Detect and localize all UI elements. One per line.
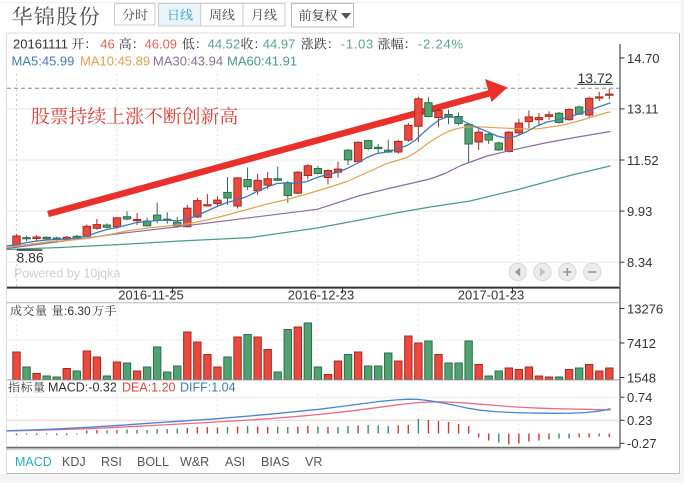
svg-text:44.52: 44.52 (208, 37, 241, 52)
svg-text:11.52: 11.52 (627, 153, 659, 168)
svg-text:W&R: W&R (180, 455, 209, 469)
svg-text::6.30: :6.30 (64, 304, 91, 318)
svg-text:MA5:45.99: MA5:45.99 (12, 54, 75, 69)
svg-text:KDJ: KDJ (62, 455, 86, 469)
svg-text:2016-11-25: 2016-11-25 (118, 288, 184, 303)
svg-text:MA60:41.91: MA60:41.91 (227, 54, 297, 69)
svg-text:RSI: RSI (101, 455, 122, 469)
svg-text:-1.03: -1.03 (341, 37, 374, 52)
svg-text:13276: 13276 (627, 301, 663, 316)
svg-text:Powered by 10jqka: Powered by 10jqka (14, 267, 120, 281)
svg-text:BIAS: BIAS (261, 455, 290, 469)
svg-text:2016-12-23: 2016-12-23 (288, 288, 355, 303)
svg-text:DIFF:1.04: DIFF:1.04 (180, 381, 236, 395)
svg-text:8.86: 8.86 (17, 250, 44, 266)
svg-text:44.97: 44.97 (263, 37, 296, 52)
svg-text:9.93: 9.93 (627, 204, 652, 219)
svg-text:MA30:43.94: MA30:43.94 (153, 54, 223, 69)
svg-text:13.72: 13.72 (578, 70, 613, 86)
svg-text:20161111: 20161111 (13, 37, 68, 52)
svg-text:7412: 7412 (627, 336, 656, 351)
svg-text:8.34: 8.34 (627, 255, 652, 270)
svg-text:13.11: 13.11 (627, 102, 659, 117)
svg-text:46: 46 (100, 37, 114, 52)
svg-text:14.70: 14.70 (627, 51, 660, 66)
svg-text:1548: 1548 (627, 370, 656, 385)
svg-text:BOLL: BOLL (137, 455, 169, 469)
svg-text:46.09: 46.09 (145, 37, 178, 52)
svg-text:MACD: MACD (15, 455, 52, 469)
svg-text:-2.24%: -2.24% (418, 37, 464, 52)
svg-text:0.74: 0.74 (627, 390, 652, 405)
svg-text:MA10:45.89: MA10:45.89 (80, 54, 150, 69)
svg-text:2017-01-23: 2017-01-23 (458, 288, 525, 303)
svg-text:MACD:-0.32: MACD:-0.32 (48, 381, 117, 395)
svg-text:DEA:1.20: DEA:1.20 (122, 381, 176, 395)
svg-text:-0.27: -0.27 (627, 436, 657, 451)
svg-text:ASI: ASI (225, 455, 245, 469)
svg-text:0.23: 0.23 (627, 413, 652, 428)
svg-text:VR: VR (305, 455, 322, 469)
